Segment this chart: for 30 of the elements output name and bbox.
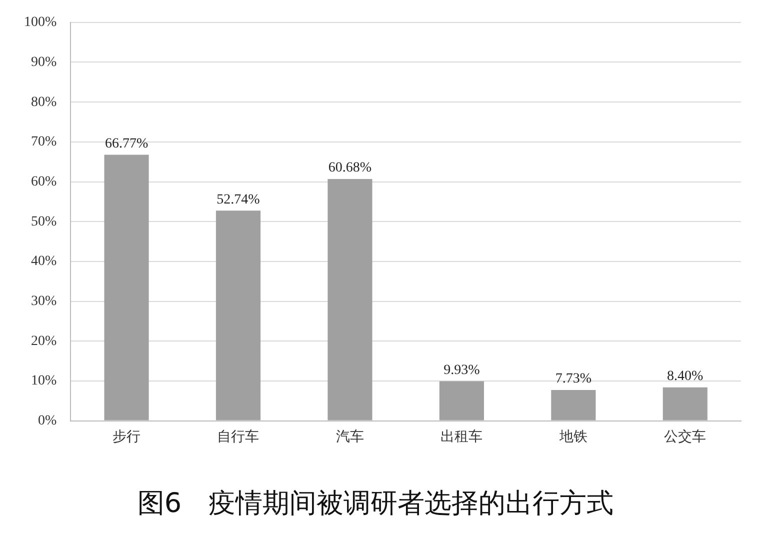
y-tick-label: 30% [30,294,57,309]
y-tick-label: 20% [30,334,57,349]
y-tick-label: 80% [30,94,57,110]
x-tick-label: 地铁 [558,428,588,445]
data-label: 60.68% [328,160,372,176]
data-label: 66.77% [104,136,148,152]
bar [104,154,149,420]
bar [328,179,372,420]
y-tick-label: 60% [30,174,57,190]
bar [439,381,484,420]
x-tick-label: 出租车 [440,428,483,445]
data-label: 7.73% [555,372,592,387]
y-tick-label: 0% [38,413,57,428]
data-label: 8.40% [667,369,704,384]
data-label: 52.74% [216,192,260,208]
data-label: 9.93% [444,362,480,378]
y-tick-label: 70% [30,134,57,150]
bar [662,387,708,420]
bar [551,390,596,420]
y-tick-label: 50% [30,214,57,230]
x-tick-label: 汽车 [336,428,364,445]
y-tick-label: 10% [30,374,57,389]
y-tick-label: 100% [24,15,57,30]
x-tick-label: 自行车 [217,428,260,445]
x-tick-label: 步行 [112,428,141,445]
y-tick-label: 40% [30,254,57,270]
text: 图6 疫情期间被调研者选择的出行方式 [137,488,614,519]
y-tick-label: 90% [30,54,57,70]
bar [216,210,261,420]
x-tick-label: 公交车 [664,428,706,445]
